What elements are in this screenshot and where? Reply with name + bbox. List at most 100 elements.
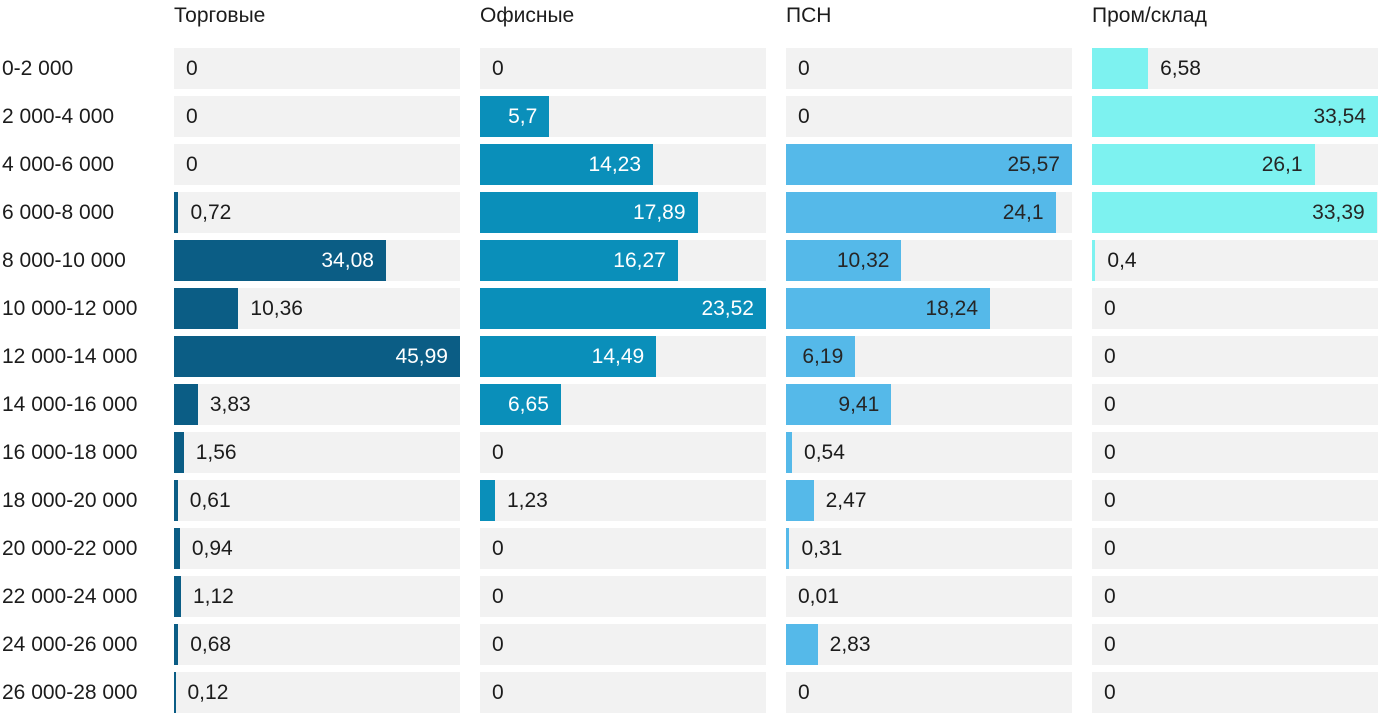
bar-value-label: 24,1 [1002, 201, 1044, 224]
bar-value-label: 0 [1104, 393, 1116, 416]
bar-track: 1,12 [174, 576, 460, 617]
bar-value-label: 34,08 [321, 249, 374, 272]
bar-segment [1092, 48, 1149, 89]
bar-value-label: 23,52 [701, 297, 754, 320]
bar-value-label: 6,19 [802, 345, 844, 368]
row-label: 14 000-16 000 [2, 393, 138, 416]
bar-track: 0,68 [174, 624, 460, 665]
column-header-2: Офисные [480, 4, 575, 27]
bar-track: 26,1 [1092, 144, 1378, 185]
bar-track: 5,7 [480, 96, 766, 137]
bar-track: 17,89 [480, 192, 766, 233]
bar-track: 0 [1092, 576, 1378, 617]
bar-value-label: 6,58 [1160, 57, 1201, 80]
bar-value-label: 25,57 [1007, 153, 1060, 176]
bar-value-label: 26,1 [1261, 153, 1303, 176]
bar-track: 0 [786, 672, 1072, 713]
bar-segment [480, 480, 495, 521]
bar-segment [174, 480, 178, 521]
bar-value-label: 0,94 [191, 537, 233, 560]
bar-track: 0,31 [786, 528, 1072, 569]
bar-track: 0 [174, 96, 460, 137]
bar-value-label: 0,61 [189, 489, 231, 512]
column-header-4: Пром/склад [1092, 4, 1207, 27]
bar-segment [786, 288, 990, 329]
bar-value-label: 0 [186, 105, 198, 128]
row-label: 24 000-26 000 [2, 633, 138, 656]
bar-value-label: 16,27 [613, 249, 666, 272]
row-label: 8 000-10 000 [2, 249, 126, 272]
bar-track: 0 [786, 48, 1072, 89]
bar-value-label: 0,68 [190, 633, 232, 656]
bar-track: 25,57 [786, 144, 1072, 185]
bar-value-label: 0,4 [1107, 249, 1137, 272]
bar-value-label: 0 [186, 153, 198, 176]
bar-track: 0 [1092, 336, 1378, 377]
bar-segment [480, 96, 550, 137]
bar-track: 0 [480, 48, 766, 89]
bar-track: 14,49 [480, 336, 766, 377]
bar-track: 0,54 [786, 432, 1072, 473]
bar-value-label: 1,23 [506, 489, 548, 512]
bar-segment [174, 240, 386, 281]
bar-segment [786, 144, 1072, 185]
bar-track: 0 [1092, 384, 1378, 425]
bar-segment [480, 192, 698, 233]
bar-track: 0,94 [174, 528, 460, 569]
row-label: 10 000-12 000 [2, 297, 138, 320]
bar-value-label: 6,65 [508, 393, 549, 416]
row-label: 4 000-6 000 [2, 153, 115, 176]
bar-segment [480, 384, 561, 425]
bar-track: 33,54 [1092, 96, 1378, 137]
bar-segment [1092, 192, 1377, 233]
bar-segment [786, 528, 790, 569]
bar-track: 10,32 [786, 240, 1072, 281]
bar-value-label: 0 [186, 57, 198, 80]
bar-value-label: 5,7 [508, 105, 538, 128]
bar-value-label: 0 [492, 537, 504, 560]
row-label: 18 000-20 000 [2, 489, 138, 512]
bar-track: 18,24 [786, 288, 1072, 329]
bar-value-label: 0 [798, 681, 810, 704]
bar-track: 3,83 [174, 384, 460, 425]
bar-value-label: 0 [492, 681, 504, 704]
column-header-1: Торговые [174, 4, 266, 27]
bar-track: 0 [480, 624, 766, 665]
bar-track: 0 [480, 672, 766, 713]
bar-segment [174, 432, 184, 473]
bar-track: 14,23 [480, 144, 766, 185]
bar-segment [786, 336, 856, 377]
bar-value-label: 1,56 [195, 441, 237, 464]
row-label: 6 000-8 000 [2, 201, 115, 224]
bar-value-label: 33,39 [1312, 201, 1365, 224]
bar-track: 6,58 [1092, 48, 1378, 89]
row-label: 16 000-18 000 [2, 441, 138, 464]
bar-track: 1,56 [174, 432, 460, 473]
bar-value-label: 0 [1104, 297, 1116, 320]
bar-value-label: 0 [1104, 537, 1116, 560]
bar-value-label: 14,23 [588, 153, 642, 176]
bar-track: 1,23 [480, 480, 766, 521]
column-header-3: ПСН [786, 4, 832, 27]
bar-value-label: 0 [798, 105, 810, 128]
bar-value-label: 0 [1104, 441, 1116, 464]
bar-segment [480, 240, 678, 281]
bar-track: 0 [480, 576, 766, 617]
bar-segment [786, 240, 902, 281]
bar-segment [786, 384, 892, 425]
bar-value-label: 0 [1104, 489, 1116, 512]
bar-segment [174, 528, 180, 569]
row-label: 20 000-22 000 [2, 537, 138, 560]
bar-track: 0 [480, 432, 766, 473]
header-corner-spacer [0, 0, 154, 30]
bar-value-label: 2,47 [825, 489, 867, 512]
bar-track: 0 [1092, 480, 1378, 521]
bar-value-label: 17,89 [632, 201, 686, 224]
bar-track: 45,99 [174, 336, 460, 377]
bar-track: 0 [1092, 672, 1378, 713]
bar-track: 6,65 [480, 384, 766, 425]
bar-segment [174, 288, 239, 329]
bar-value-label: 33,54 [1313, 105, 1366, 128]
bar-track: 0 [1092, 528, 1378, 569]
